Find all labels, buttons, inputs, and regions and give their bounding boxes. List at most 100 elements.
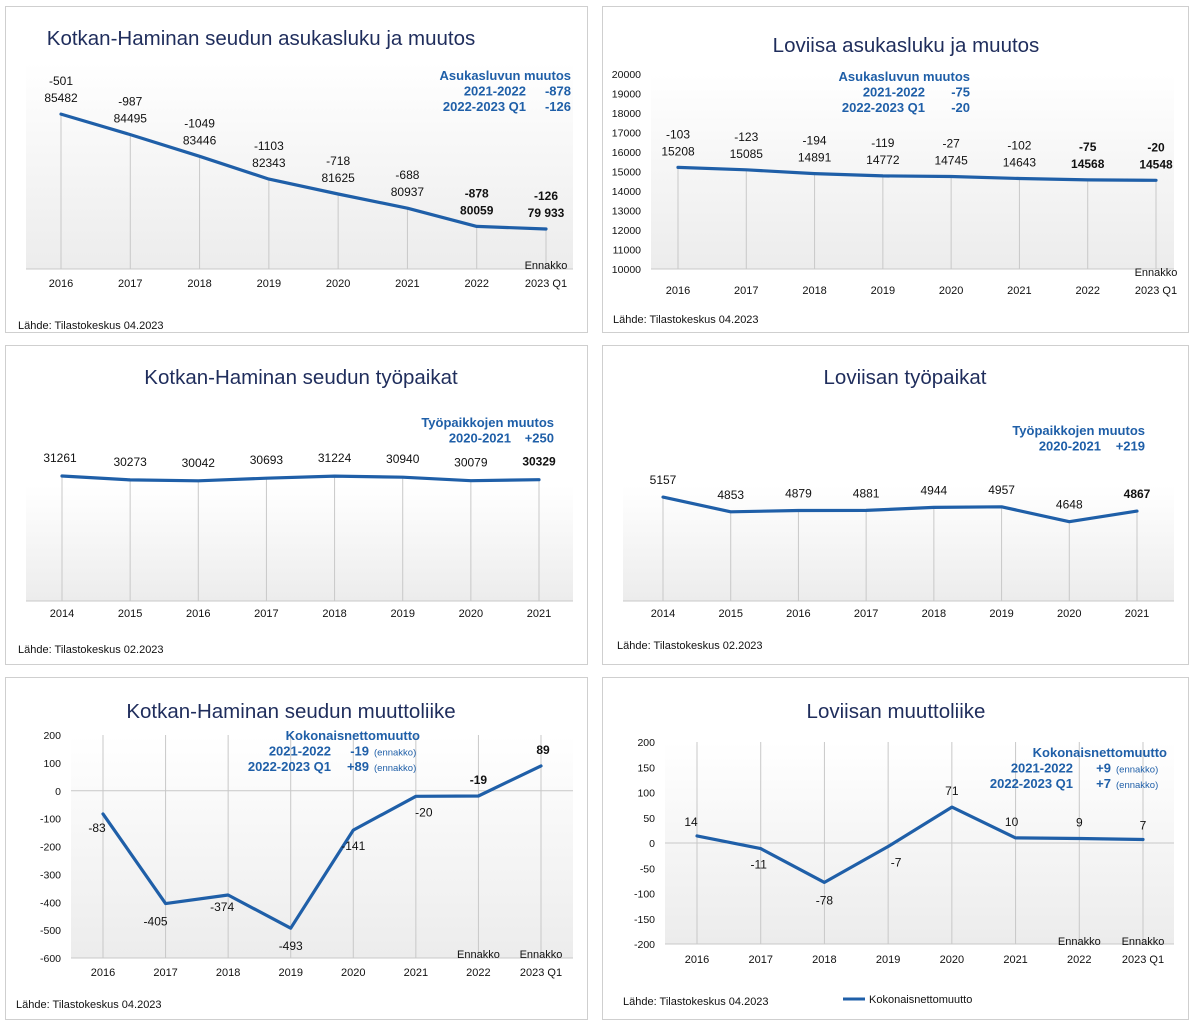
series-line [661, 495, 1139, 524]
info-box-value: +9 [1096, 761, 1111, 776]
series-line [59, 112, 548, 231]
change-label: -501 [49, 74, 73, 88]
chart-title: Kotkan-Haminan seudun asukasluku ja muut… [47, 27, 475, 50]
legend-label: Kokonaisnettomuutto [869, 994, 972, 1006]
y-tick-label: -500 [40, 925, 61, 937]
value-label: 4879 [785, 487, 812, 501]
y-tick-label: 16000 [612, 147, 641, 159]
info-box-period: 2022-2023 Q1 [248, 759, 331, 774]
x-tick-label: 2016 [666, 285, 690, 297]
value-label: 79 933 [528, 206, 565, 220]
x-tick-label: 2017 [118, 278, 142, 290]
x-tick-label: 2019 [871, 285, 895, 297]
y-tick-label: 100 [637, 788, 655, 800]
info-box-suffix: (ennakko) [1116, 765, 1158, 776]
value-label: -19 [470, 773, 488, 787]
source-label: Lähde: Tilastokeskus 04.2023 [613, 314, 759, 326]
x-tick-label: 2019 [278, 967, 302, 979]
chart-panel-kotka-jobs: Kotkan-Haminan seudun työpaikat 31261 3027… [5, 345, 588, 665]
change-label: -119 [871, 136, 894, 150]
value-label: 83446 [183, 133, 217, 147]
value-label: -141 [341, 839, 365, 853]
info-box-heading: Työpaikkojen muutos [421, 415, 554, 430]
chart-panel-loviisa-jobs: Loviisan työpaikat 5157 4853 4879 4881 4944 49… [602, 345, 1189, 665]
x-tick-label: 2019 [989, 608, 1013, 620]
chart-panel-loviisa-migration: Loviisan muuttoliike -200 -150 -100 -50 0 50 10… [602, 677, 1189, 1020]
forecast-note: Ennakko [525, 260, 568, 272]
x-tick-label: 2015 [118, 608, 142, 620]
forecast-note: Ennakko [1135, 267, 1178, 279]
y-tick-label: -300 [40, 869, 61, 881]
value-label: 14891 [798, 151, 832, 165]
x-tick-label: 2020 [1057, 608, 1081, 620]
info-box-period: 2022-2023 Q1 [443, 99, 526, 114]
x-tick-label: 2016 [186, 608, 210, 620]
value-label: -493 [279, 939, 303, 953]
x-tick-label: 2023 Q1 [520, 967, 562, 979]
y-tick-label: 0 [55, 786, 61, 798]
y-tick-label: -200 [40, 842, 61, 854]
info-box-heading: Kokonaisnettomuutto [1033, 745, 1167, 760]
chart-kotka-population: Kotkan-Haminan seudun asukasluku ja muut… [18, 27, 573, 332]
change-label: -27 [942, 136, 960, 150]
value-label: -7 [891, 856, 902, 870]
x-tick-label: 2014 [651, 608, 675, 620]
info-box-heading: Asukasluvun muutos [440, 68, 571, 83]
info-box-period: 2021-2022 [269, 744, 331, 759]
x-tick-label: 2017 [254, 608, 278, 620]
x-tick-label: 2015 [718, 608, 742, 620]
x-tick-label: 2018 [187, 278, 211, 290]
y-tick-label: 11000 [613, 245, 642, 257]
x-tick-label: 2020 [341, 967, 365, 979]
value-label: 14 [684, 815, 698, 829]
x-tick-label: 2020 [459, 608, 483, 620]
x-tick-label: 2019 [876, 954, 900, 966]
chart-title: Kotkan-Haminan seudun työpaikat [144, 366, 458, 389]
value-label: -78 [816, 893, 834, 907]
info-box-period: 2020-2021 [1039, 439, 1101, 454]
info-box-suffix: (ennakko) [1116, 780, 1158, 791]
chart-title: Loviisa asukasluku ja muutos [773, 34, 1040, 57]
x-tick-label: 2018 [812, 954, 836, 966]
info-box-heading: Työpaikkojen muutos [1012, 423, 1145, 438]
change-label: -102 [1007, 138, 1031, 152]
y-tick-label: 200 [43, 730, 61, 742]
info-box-suffix: (ennakko) [374, 763, 416, 774]
x-tick-label: 2022 [1075, 285, 1099, 297]
info-box-value: -19 [350, 744, 369, 759]
series-line [695, 805, 1145, 884]
x-tick-label: 2021 [395, 278, 419, 290]
series-line [60, 474, 541, 483]
y-tick-label: -100 [40, 814, 61, 826]
y-tick-label: -200 [634, 939, 655, 951]
y-tick-label: 200 [637, 737, 655, 749]
x-tick-label: 2016 [49, 278, 73, 290]
info-box-period: 2022-2023 Q1 [990, 776, 1073, 791]
chart-panel-kotka-population: Kotkan-Haminan seudun asukasluku ja muut… [5, 6, 588, 333]
chart-loviisa-jobs: Loviisan työpaikat 5157 4853 4879 4881 4944 49… [617, 366, 1174, 652]
x-tick-label: 2016 [685, 954, 709, 966]
x-tick-label: 2022 [466, 967, 490, 979]
source-label: Lähde: Tilastokeskus 04.2023 [16, 999, 162, 1011]
value-label: 4881 [853, 486, 880, 500]
value-label: -20 [415, 805, 433, 819]
x-tick-label: 2018 [922, 608, 946, 620]
y-tick-label: -600 [40, 953, 61, 965]
forecast-note: Ennakko [1058, 936, 1101, 948]
x-tick-label: 2021 [404, 967, 428, 979]
chart-loviisa-population: Loviisa asukasluku ja muutos 10000 11000 12… [612, 34, 1178, 326]
value-label: 4944 [921, 483, 948, 497]
value-label: 30042 [182, 456, 216, 470]
value-label: 9 [1076, 815, 1083, 829]
value-label: 4853 [717, 488, 744, 502]
x-tick-label: 2016 [91, 967, 115, 979]
value-label: 14568 [1071, 157, 1105, 171]
value-label: -405 [144, 915, 168, 929]
x-tick-label: 2019 [390, 608, 414, 620]
info-box-value: +7 [1096, 776, 1111, 791]
value-label: 30940 [386, 452, 420, 466]
change-label: -1103 [254, 139, 284, 153]
chart-loviisa-migration: Loviisan muuttoliike -200 -150 -100 -50 0 50 10… [623, 700, 1174, 1008]
info-box-value: +250 [525, 431, 554, 446]
info-box-value: +89 [347, 759, 369, 774]
